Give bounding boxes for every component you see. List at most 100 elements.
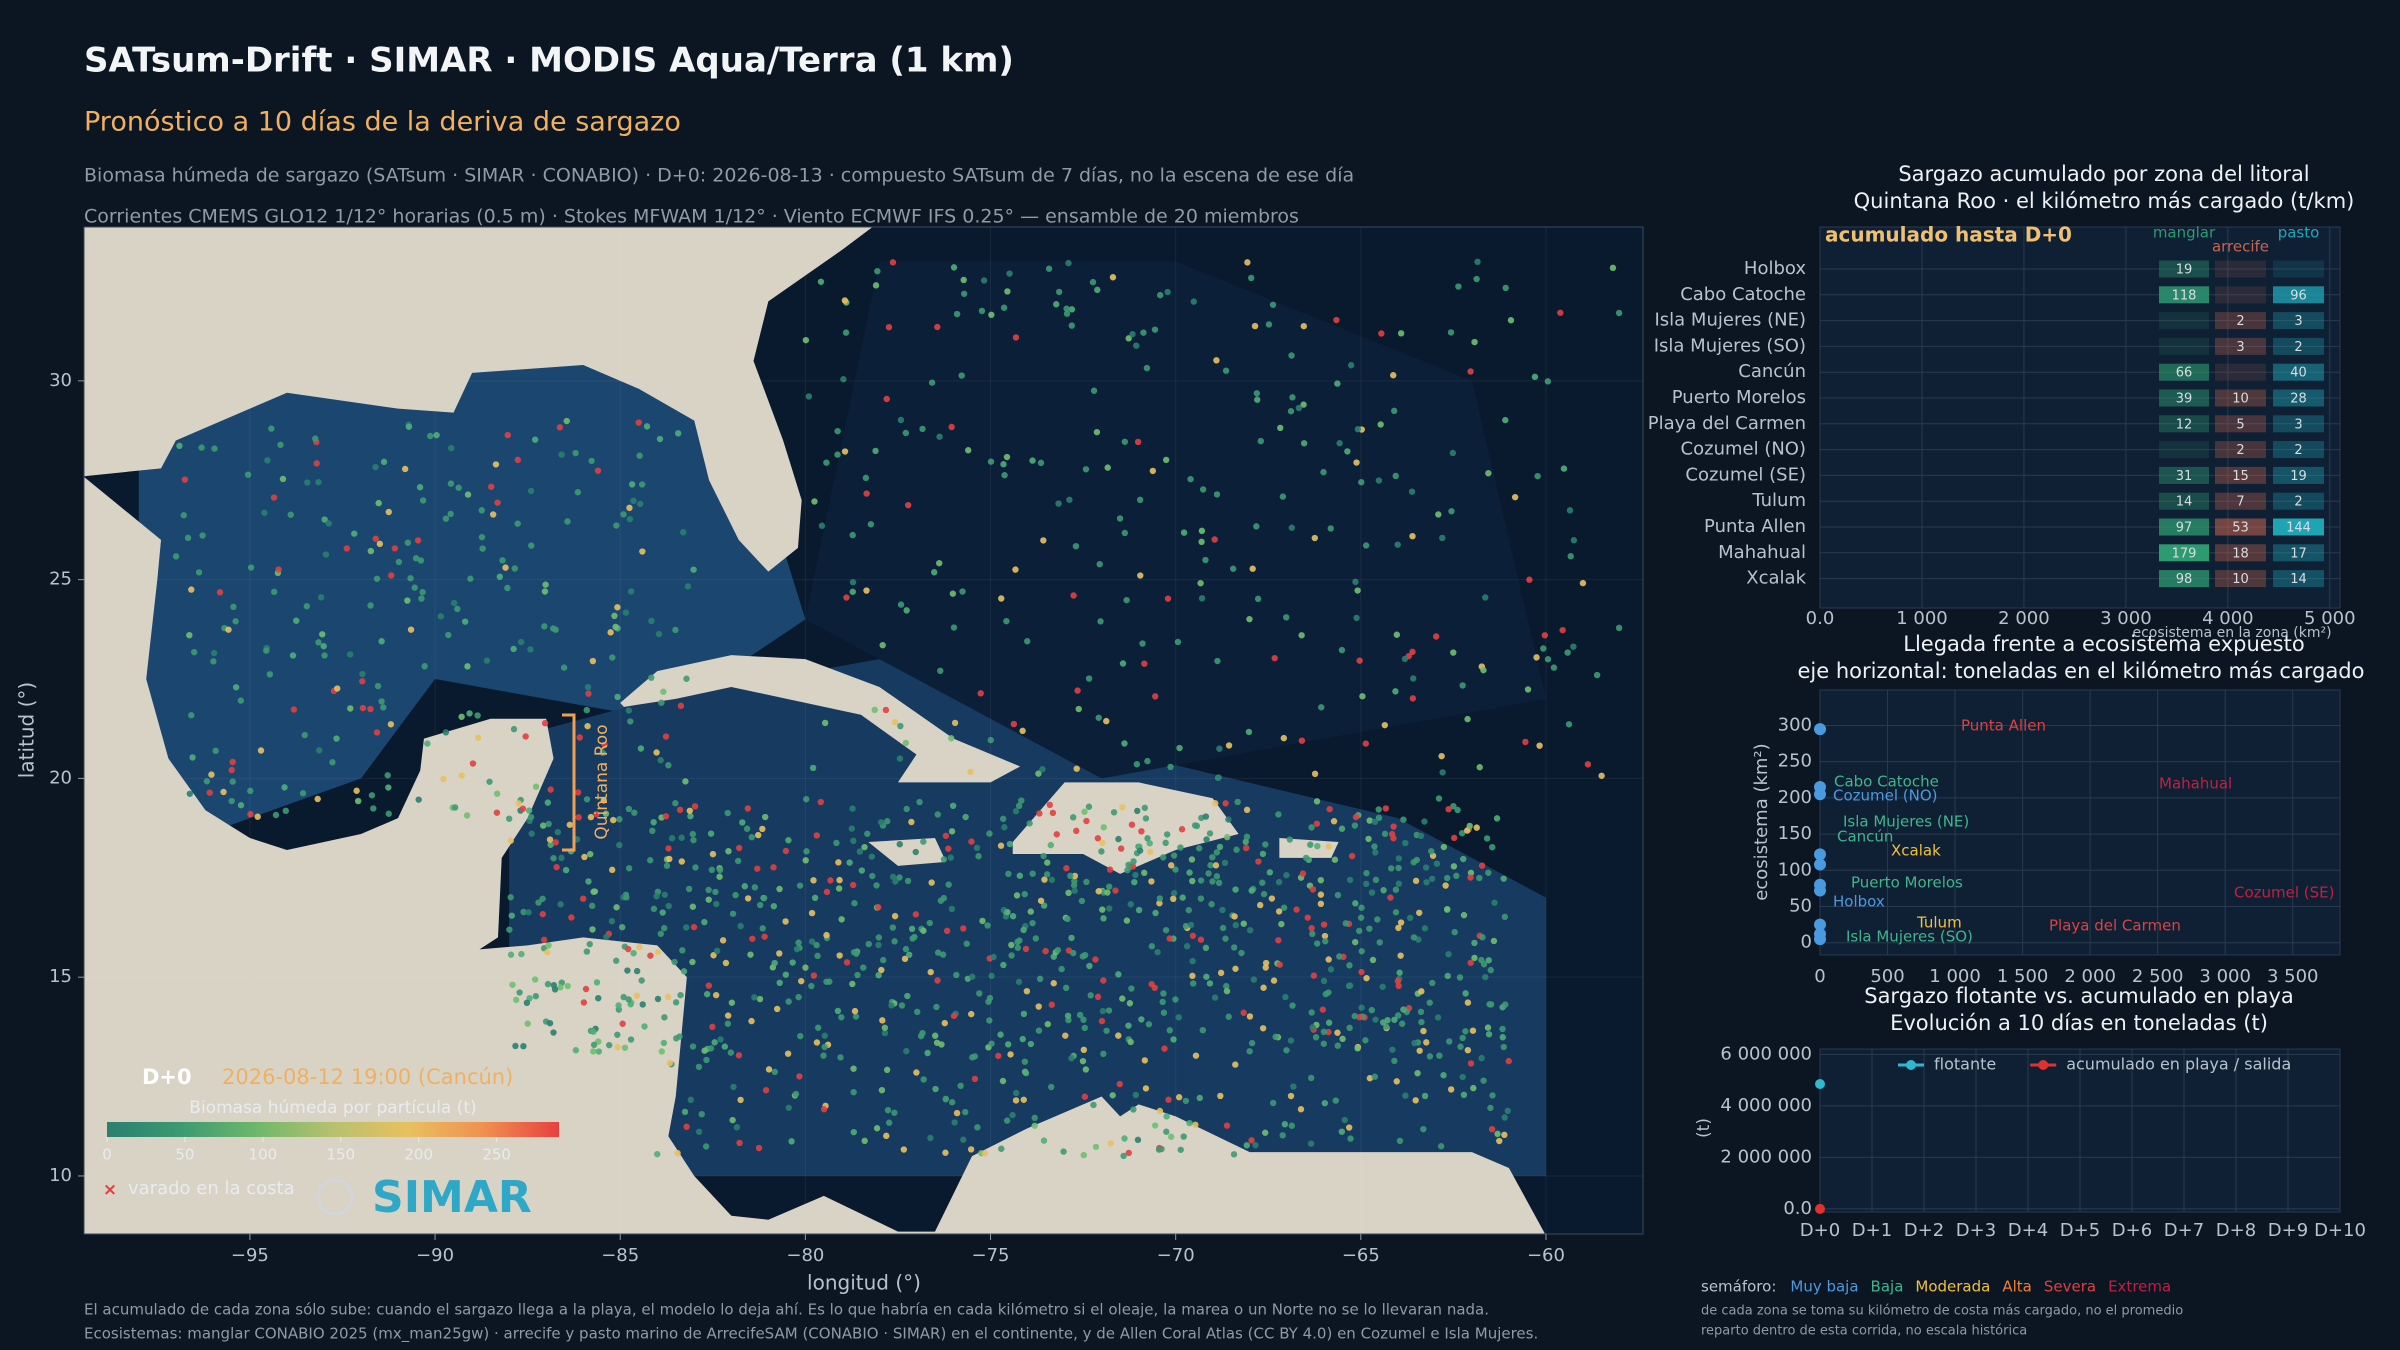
particle <box>442 515 450 522</box>
particle <box>1392 886 1400 893</box>
particle <box>1467 368 1474 375</box>
particle <box>316 747 323 754</box>
particle <box>220 788 227 796</box>
particle <box>180 512 187 519</box>
title: SATsum-Drift · SIMAR · MODIS Aqua/Terra … <box>84 41 1014 81</box>
particle <box>583 796 591 803</box>
particle <box>1163 831 1171 838</box>
particle <box>593 979 601 986</box>
particle <box>931 1032 939 1039</box>
particle <box>1143 364 1151 372</box>
particle <box>1283 871 1290 879</box>
particle <box>1544 656 1552 663</box>
particle <box>1421 1092 1429 1100</box>
particle <box>988 972 995 980</box>
particle <box>504 431 511 439</box>
particle <box>635 419 642 426</box>
particle <box>776 950 783 957</box>
particle <box>751 884 759 891</box>
cell-label: 15 <box>2232 469 2249 484</box>
particle <box>863 587 870 594</box>
annotation: Cabo Catoche <box>1834 773 1939 791</box>
particle <box>665 993 672 1001</box>
particle <box>639 1001 646 1008</box>
particle <box>1207 862 1214 869</box>
particle <box>912 911 920 918</box>
particle <box>232 618 239 625</box>
particle <box>1423 879 1430 886</box>
x-axis-label: ecosistema en la zona (km²) <box>2132 625 2331 641</box>
particle <box>572 1047 580 1054</box>
particle <box>1225 742 1233 749</box>
particle <box>716 873 723 880</box>
annotation: Isla Mujeres (NE) <box>1843 813 1969 831</box>
particle <box>1189 957 1196 965</box>
particle <box>237 802 245 809</box>
particle <box>981 1150 989 1157</box>
particle <box>1327 525 1334 532</box>
particle <box>601 741 608 749</box>
particle <box>659 909 666 916</box>
particle <box>802 964 809 971</box>
particle <box>1145 1021 1153 1028</box>
particle <box>1377 421 1384 428</box>
shelf <box>138 341 806 858</box>
particle <box>1062 1032 1069 1039</box>
particle <box>1066 496 1073 503</box>
particle <box>557 984 564 991</box>
particle <box>878 966 885 974</box>
particle <box>1086 962 1093 970</box>
particle <box>343 545 351 552</box>
particle <box>627 1001 634 1008</box>
particle <box>563 417 570 425</box>
particle <box>1269 1099 1277 1107</box>
particle <box>384 772 391 779</box>
particle <box>1233 846 1240 853</box>
particle <box>1083 878 1090 886</box>
particle <box>872 282 880 289</box>
particle <box>875 972 882 979</box>
particle <box>582 985 590 993</box>
particle <box>906 951 913 958</box>
particle <box>1035 1027 1043 1034</box>
particle <box>1375 806 1382 813</box>
particle <box>948 905 956 913</box>
particle <box>713 947 721 955</box>
particle <box>803 848 810 855</box>
particle <box>727 1049 735 1056</box>
particle <box>1006 840 1014 848</box>
particle <box>595 994 602 1002</box>
particle <box>1478 862 1486 869</box>
particle <box>1325 989 1332 996</box>
cell-label: 96 <box>2290 288 2307 303</box>
semaforo-level: Extrema <box>2108 1278 2171 1296</box>
particle <box>1250 976 1258 983</box>
particle <box>969 973 976 980</box>
particle <box>1287 1037 1295 1044</box>
particle <box>1400 1006 1407 1013</box>
particle <box>1357 914 1365 921</box>
particle <box>1003 453 1011 461</box>
particle <box>678 858 685 865</box>
particle <box>527 813 535 821</box>
particle <box>852 1013 860 1020</box>
particle <box>868 853 876 860</box>
particle <box>1615 624 1623 632</box>
particle <box>1400 816 1407 823</box>
particle <box>232 684 240 691</box>
particle <box>1412 877 1420 885</box>
particle <box>572 449 579 457</box>
particle <box>945 881 952 888</box>
particle <box>1213 849 1221 856</box>
particle <box>1375 477 1383 484</box>
x-tick-label: 3 500 <box>2267 966 2319 987</box>
particle <box>1449 449 1457 457</box>
particle <box>1117 845 1125 852</box>
particle <box>1029 870 1036 877</box>
particle <box>668 835 676 842</box>
particle <box>1217 969 1225 977</box>
particle <box>927 968 934 976</box>
particle <box>1243 1142 1251 1149</box>
particle <box>912 848 919 856</box>
particle <box>684 583 692 590</box>
